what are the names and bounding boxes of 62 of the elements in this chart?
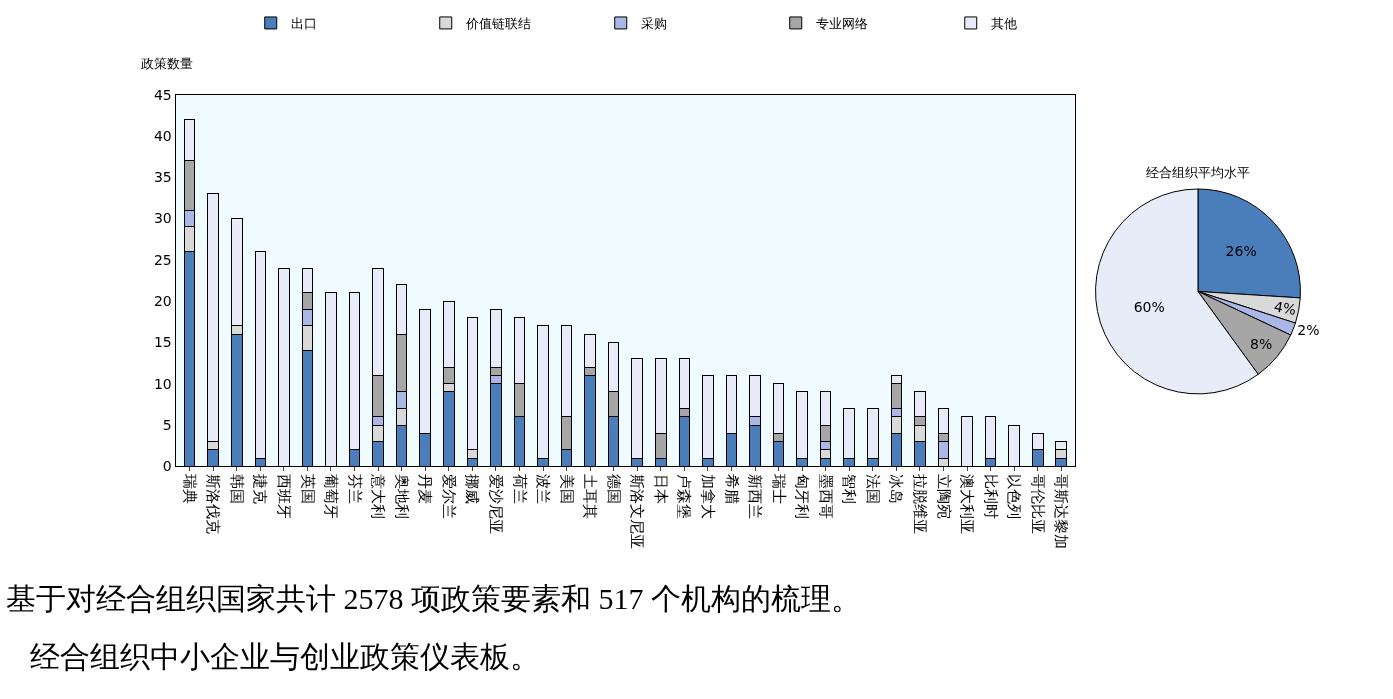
x-tick-label: 匈牙利 — [794, 474, 811, 520]
y-tick-label: 0 — [162, 458, 172, 475]
x-tick-label: 德国 — [605, 474, 622, 505]
y-tick-label: 25 — [153, 251, 172, 268]
x-tick-label: 韩国 — [228, 474, 245, 505]
legend-label: 专业网络 — [815, 16, 868, 32]
x-tick-label: 澳大利亚 — [959, 474, 976, 535]
legend-label: 采购 — [640, 16, 667, 32]
x-tick-label: 哥斯达黎加 — [1053, 474, 1070, 550]
x-tick-label: 捷克 — [252, 474, 269, 505]
legend-label: 价值链联结 — [464, 16, 531, 32]
x-tick-label: 斯洛文尼亚 — [629, 474, 646, 550]
x-tick-label: 哥伦比亚 — [1029, 474, 1046, 535]
data-label: 8% — [1250, 335, 1273, 352]
y-tick-label: 5 — [162, 416, 172, 433]
x-tick-label: 葡萄牙 — [323, 474, 340, 520]
x-tick-label: 加拿大 — [700, 474, 717, 520]
y-axis-title: 政策数量 — [141, 56, 193, 71]
x-tick-label: 瑞典 — [181, 474, 198, 505]
x-tick-label: 立陶宛 — [935, 474, 952, 520]
data-label: 60% — [1133, 299, 1165, 316]
x-tick-label: 西班牙 — [276, 474, 292, 520]
text: 经合组织中小企业与创业政策仪表板。 — [30, 640, 540, 673]
text: 基于对经合组织国家共计 2578 项政策要素和 517 个机构的梳理。 — [6, 582, 861, 615]
x-tick-label: 英国 — [299, 474, 316, 505]
x-tick-label: 日本 — [652, 474, 669, 505]
x-tick-label: 斯洛伐克 — [205, 474, 222, 535]
x-tick-label: 冰岛 — [888, 474, 905, 505]
x-tick-label: 墨西哥 — [817, 474, 834, 520]
data-label: 2% — [1297, 322, 1320, 339]
legend-label: 出口 — [290, 16, 317, 32]
x-tick-label: 法国 — [864, 474, 881, 505]
x-tick-label: 爱尔兰 — [440, 474, 457, 520]
x-tick-label: 挪威 — [464, 474, 481, 505]
x-tick-label: 以色列 — [1006, 474, 1023, 520]
x-tick-label: 卢森堡 — [676, 474, 693, 520]
x-tick-label: 比利时 — [982, 474, 999, 520]
y-tick-label: 20 — [153, 293, 172, 310]
x-tick-label: 土耳其 — [582, 474, 599, 520]
x-tick-label: 波兰 — [535, 474, 552, 505]
y-tick-label: 40 — [153, 127, 172, 144]
x-tick-label: 芬兰 — [346, 474, 363, 505]
x-tick-label: 瑞士 — [770, 474, 787, 505]
x-tick-label: 希腊 — [723, 474, 740, 505]
y-tick-label: 45 — [153, 86, 172, 103]
data-label: 26% — [1225, 242, 1257, 259]
x-tick-label: 新西兰 — [747, 474, 764, 520]
x-tick-label: 美国 — [558, 474, 575, 505]
y-tick-label: 30 — [153, 210, 172, 227]
x-tick-label: 意大利 — [370, 473, 387, 520]
y-tick-label: 35 — [153, 169, 172, 186]
data-label: 4% — [1272, 298, 1298, 319]
x-tick-label: 智利 — [841, 474, 858, 505]
x-tick-label: 爱沙尼亚 — [488, 474, 505, 535]
x-tick-label: 奥地利 — [393, 474, 410, 520]
x-tick-label: 荷兰 — [511, 474, 528, 505]
y-tick-label: 15 — [153, 334, 172, 351]
chart-title: 经合组织平均水平 — [1146, 165, 1250, 180]
x-tick-label: 拉脱维亚 — [912, 474, 929, 535]
y-tick-label: 10 — [153, 375, 172, 392]
x-tick-label: 丹麦 — [417, 474, 434, 505]
legend-label: 其他 — [990, 16, 1017, 32]
